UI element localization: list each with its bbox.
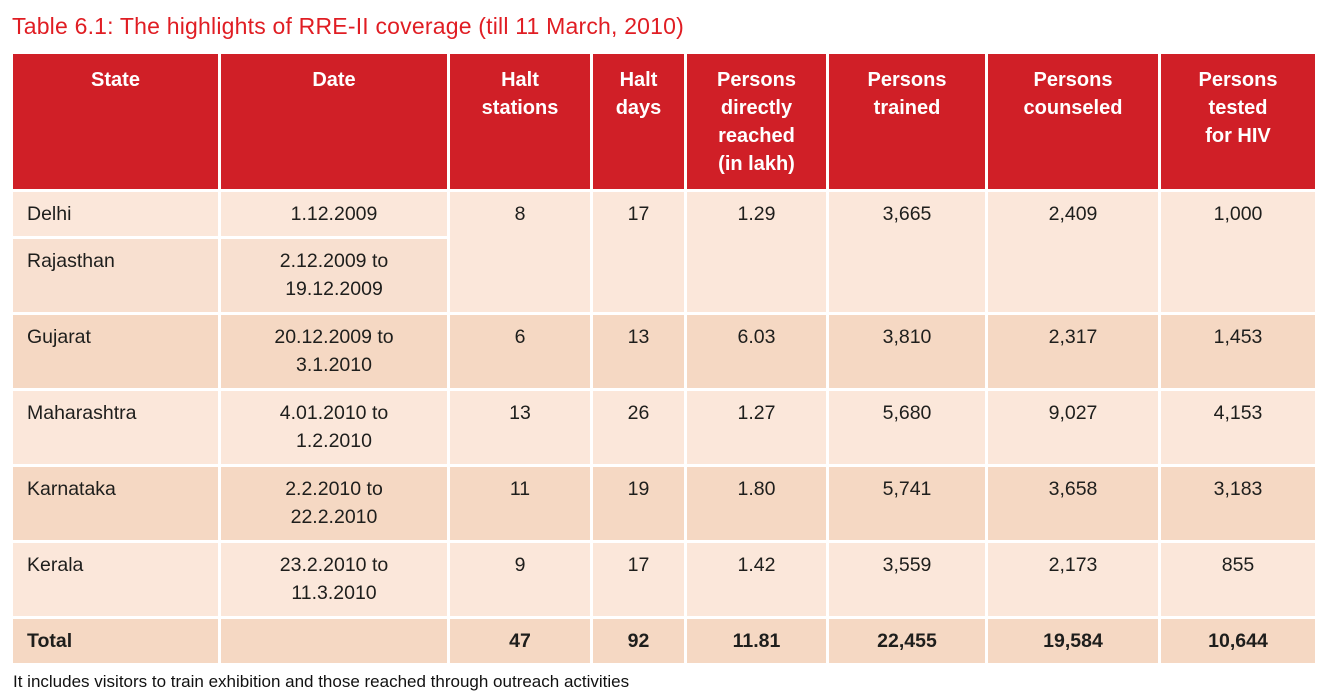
cell-persons-trained-total: 22,455: [826, 616, 988, 666]
header-row: State Date Halt stations Halt days Perso…: [10, 51, 1318, 192]
cell-persons-counseled: 2,409: [985, 189, 1161, 315]
cell-state: Karnataka: [10, 464, 221, 543]
cell-halt-days: 17: [590, 189, 687, 315]
cell-persons-reached: 6.03: [684, 312, 829, 391]
cell-persons-counseled: 9,027: [985, 388, 1161, 467]
col-header-state: State: [10, 51, 221, 192]
cell-state: Kerala: [10, 540, 221, 619]
cell-halt-stations-total: 47: [447, 616, 593, 666]
cell-halt-stations: 8: [447, 189, 593, 315]
col-header-halt-days: Halt days: [590, 51, 687, 192]
col-header-persons-trained: Persons trained: [826, 51, 988, 192]
cell-date: 2.12.2009 to 19.12.2009: [218, 236, 450, 315]
cell-persons-reached: 1.80: [684, 464, 829, 543]
cell-state: Rajasthan: [10, 236, 221, 315]
cell-persons-trained: 3,559: [826, 540, 988, 619]
cell-persons-tested-total: 10,644: [1158, 616, 1318, 666]
cell-persons-reached: 1.29: [684, 189, 829, 315]
col-header-date: Date: [218, 51, 450, 192]
cell-persons-tested: 4,153: [1158, 388, 1318, 467]
col-header-persons-tested: Persons tested for HIV: [1158, 51, 1318, 192]
cell-state: Maharashtra: [10, 388, 221, 467]
cell-halt-days: 17: [590, 540, 687, 619]
cell-persons-counseled: 2,173: [985, 540, 1161, 619]
col-header-persons-reached: Persons directly reached (in lakh): [684, 51, 829, 192]
cell-halt-days: 19: [590, 464, 687, 543]
cell-persons-tested: 855: [1158, 540, 1318, 619]
cell-persons-trained: 5,680: [826, 388, 988, 467]
cell-persons-trained: 5,741: [826, 464, 988, 543]
table-row-rajasthan: Rajasthan 2.12.2009 to 19.12.2009: [10, 236, 1317, 315]
cell-date: 23.2.2010 to 11.3.2010: [218, 540, 450, 619]
cell-persons-tested: 1,000: [1158, 189, 1318, 315]
cell-date: 4.01.2010 to 1.2.2010: [218, 388, 450, 467]
table-row-total: Total 47 92 11.81 22,455 19,584 10,644: [10, 616, 1318, 666]
table-row-kerala: Kerala 23.2.2010 to 11.3.2010 9 17 1.42 …: [10, 540, 1318, 619]
table-title: Table 6.1: The highlights of RRE-II cove…: [12, 13, 685, 39]
table-row-karnataka: Karnataka 2.2.2010 to 22.2.2010 11 19 1.…: [10, 464, 1318, 543]
col-header-halt-stations: Halt stations: [447, 51, 593, 192]
cell-date-total: [218, 616, 450, 666]
rre-coverage-table: State Date Halt stations Halt days Perso…: [10, 51, 1318, 666]
cell-persons-trained: 3,665: [826, 189, 988, 315]
table-row-delhi: Delhi 1.12.2009 8 17 1.29 3,665 2,409 1,…: [10, 189, 1318, 315]
cell-persons-counseled: 2,317: [985, 312, 1161, 391]
cell-halt-days-total: 92: [590, 616, 687, 666]
cell-persons-trained: 3,810: [826, 312, 988, 391]
cell-halt-stations: 13: [447, 388, 593, 467]
cell-state-total: Total: [10, 616, 221, 666]
cell-persons-reached: 1.27: [684, 388, 829, 467]
cell-halt-stations: 6: [447, 312, 593, 391]
table-footnote: It includes visitors to train exhibition…: [13, 672, 630, 691]
cell-date: 2.2.2010 to 22.2.2010: [218, 464, 450, 543]
table-row-gujarat: Gujarat 20.12.2009 to 3.1.2010 6 13 6.03…: [10, 312, 1318, 391]
cell-date: 1.12.2009: [218, 189, 450, 239]
cell-state: Gujarat: [10, 312, 221, 391]
cell-persons-tested: 3,183: [1158, 464, 1318, 543]
cell-persons-counseled-total: 19,584: [985, 616, 1161, 666]
cell-halt-stations: 11: [447, 464, 593, 543]
cell-halt-stations: 9: [447, 540, 593, 619]
cell-halt-days: 13: [590, 312, 687, 391]
cell-date: 20.12.2009 to 3.1.2010: [218, 312, 450, 391]
cell-persons-counseled: 3,658: [985, 464, 1161, 543]
col-header-persons-counseled: Persons counseled: [985, 51, 1161, 192]
cell-persons-reached-total: 11.81: [684, 616, 829, 666]
cell-halt-days: 26: [590, 388, 687, 467]
cell-state: Delhi: [10, 189, 221, 239]
table-row-maharashtra: Maharashtra 4.01.2010 to 1.2.2010 13 26 …: [10, 388, 1318, 467]
cell-persons-tested: 1,453: [1158, 312, 1318, 391]
cell-persons-reached: 1.42: [684, 540, 829, 619]
